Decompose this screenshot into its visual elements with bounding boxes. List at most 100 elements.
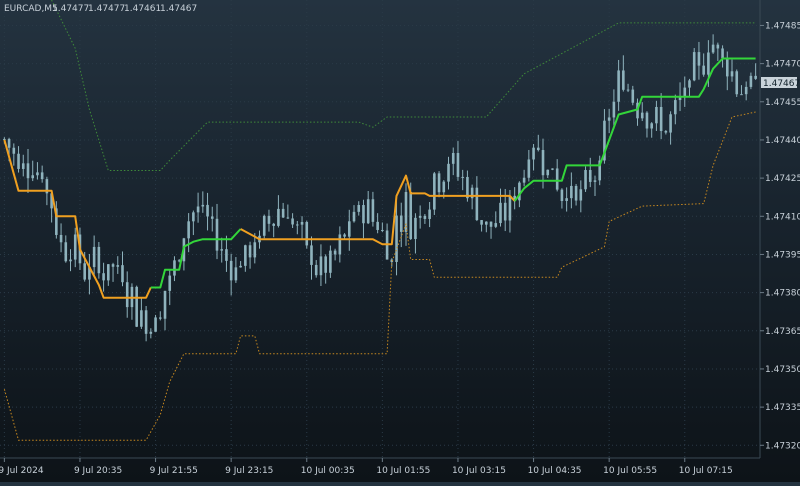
current-price-label: 1.47467 (763, 79, 800, 89)
candle (229, 253, 233, 296)
candle (551, 168, 554, 171)
candle (267, 209, 271, 232)
candle (333, 248, 337, 261)
y-tick-label: 1.47485 (765, 21, 800, 31)
candle (244, 244, 247, 272)
candle (607, 108, 611, 134)
candle (626, 83, 630, 93)
candle (688, 78, 691, 98)
candle (130, 283, 134, 320)
candle (423, 213, 427, 224)
candle (702, 53, 705, 77)
candle (456, 141, 460, 181)
candle (225, 235, 228, 272)
indicator-lines (3, 0, 756, 441)
candle (300, 216, 304, 240)
candle (584, 166, 587, 192)
candle (210, 206, 214, 232)
candle (371, 191, 375, 227)
candle (234, 257, 238, 283)
candle (376, 213, 379, 234)
candle (26, 148, 30, 193)
candle (347, 209, 351, 251)
candle (296, 220, 299, 235)
symbol-label: EURCAD,M5 (4, 4, 58, 14)
candle (451, 147, 455, 176)
candle (64, 235, 68, 263)
candle (144, 306, 148, 342)
candle (116, 256, 120, 274)
candle (168, 270, 172, 306)
candle (381, 222, 384, 232)
candle (640, 102, 644, 122)
candle (17, 146, 20, 173)
time-axis[interactable]: 9 Jul 2024 9 Jul 20:35 9 Jul 21:55 9 Jul 23… (0, 458, 733, 476)
ohlc-close: 1.47467 (160, 4, 197, 14)
candle (107, 264, 110, 286)
y-tick-label: 1.47320 (765, 441, 800, 451)
candle (12, 143, 16, 166)
candle (154, 314, 157, 332)
ohlc-low: 1.47461 (124, 4, 161, 14)
candle (428, 202, 431, 228)
candle (480, 220, 483, 232)
candle (447, 156, 450, 190)
candle (248, 241, 252, 269)
candle (527, 149, 531, 182)
price-axis[interactable]: 1.47485 1.47470 1.47455 1.47440 1.47425 1.474… (760, 21, 800, 451)
candle (338, 226, 342, 263)
candle (617, 59, 620, 111)
candle (466, 170, 469, 202)
midline-segment (150, 228, 242, 289)
x-tick-label: 10 Jul 07:15 (679, 466, 733, 476)
candle (125, 271, 129, 318)
candle (461, 169, 464, 191)
candle (192, 210, 195, 236)
y-tick-label: 1.47440 (765, 136, 800, 146)
candle (352, 205, 356, 223)
candle (399, 202, 403, 248)
candle (385, 223, 389, 260)
candle (669, 111, 672, 145)
candle (570, 172, 573, 209)
candle (513, 187, 516, 210)
candle (692, 48, 696, 82)
candle (215, 203, 219, 260)
current-price-tag: 1.47467 (761, 77, 800, 89)
candle (740, 85, 743, 96)
candle (574, 183, 578, 206)
candle (173, 256, 176, 282)
candle (418, 205, 422, 229)
candle (470, 184, 474, 210)
candle (196, 192, 200, 223)
candle (697, 41, 701, 80)
candle (437, 171, 441, 198)
candle (560, 188, 564, 209)
candle (201, 191, 205, 213)
candle (281, 202, 285, 218)
candle (206, 192, 209, 231)
candle (149, 328, 153, 339)
symbol-header: EURCAD,M5 1.47477 1.47477 1.47461 1.4746… (4, 4, 197, 14)
x-tick-label: 9 Jul 23:15 (225, 466, 273, 476)
y-tick-label: 1.47455 (765, 98, 800, 108)
candle (97, 241, 101, 279)
candle (59, 223, 63, 253)
candle (683, 76, 687, 107)
candle (253, 233, 257, 264)
candle (485, 221, 488, 233)
midline-segment (240, 174, 516, 246)
ohlc-high: 1.47477 (88, 4, 125, 14)
candle (395, 200, 398, 276)
midline-segment (513, 57, 756, 202)
candle (489, 221, 493, 239)
candle (140, 297, 143, 329)
candle (593, 175, 597, 196)
candle (177, 259, 181, 263)
y-tick-label: 1.47395 (765, 250, 800, 260)
candle (499, 188, 502, 227)
candle (40, 165, 44, 183)
candle (725, 51, 729, 91)
